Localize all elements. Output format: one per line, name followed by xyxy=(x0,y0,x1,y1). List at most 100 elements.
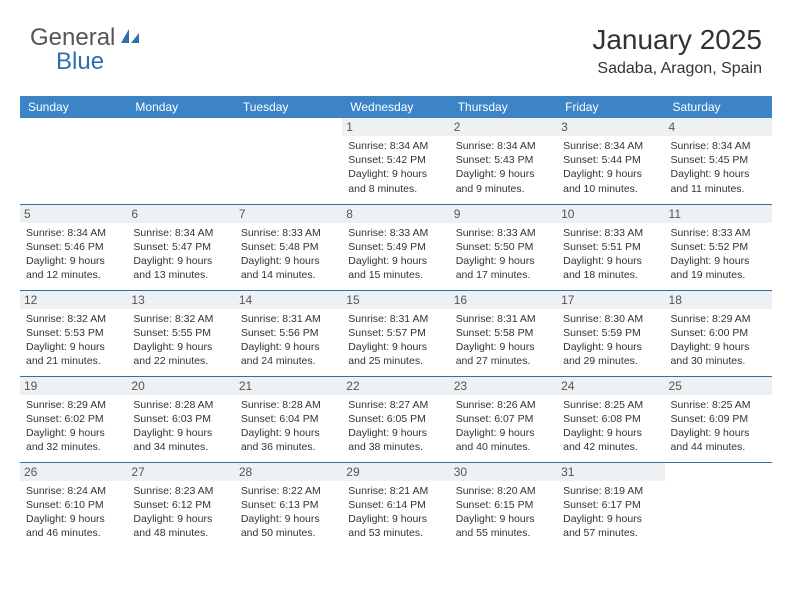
day-number: 31 xyxy=(557,463,664,481)
calendar-day-cell: 31 Sunrise: 8:19 AMSunset: 6:17 PMDayligh… xyxy=(557,462,664,548)
day-details: Sunrise: 8:28 AMSunset: 6:04 PMDaylight:… xyxy=(241,398,336,455)
calendar-day-cell: 8Sunrise: 8:33 AMSunset: 5:49 PMDaylight… xyxy=(342,204,449,290)
calendar-week-row: 1Sunrise: 8:34 AMSunset: 5:42 PMDaylight… xyxy=(20,118,772,204)
calendar-day-cell: 30 Sunrise: 8:20 AMSunset: 6:15 PMDayligh… xyxy=(450,462,557,548)
logo-sail-icon xyxy=(119,27,141,50)
month-title: January 2025 xyxy=(592,24,762,56)
day-number: 29 xyxy=(342,463,449,481)
calendar-week-row: 5 Sunrise: 8:34 AMSunset: 5:46 PMDaylight… xyxy=(20,204,772,290)
calendar-day-cell: 22 Sunrise: 8:27 AMSunset: 6:05 PMDayligh… xyxy=(342,376,449,462)
day-details: Sunrise: 8:34 AMSunset: 5:42 PMDaylight:… xyxy=(348,139,443,196)
calendar-header-cell: Tuesday xyxy=(235,96,342,118)
day-number: 23 xyxy=(450,377,557,395)
day-number: 11 xyxy=(665,205,772,223)
day-number: 5 xyxy=(20,205,127,223)
calendar-day-cell: 27 Sunrise: 8:23 AMSunset: 6:12 PMDayligh… xyxy=(127,462,234,548)
calendar-header-cell: Friday xyxy=(557,96,664,118)
day-details: Sunrise: 8:25 AMSunset: 6:08 PMDaylight:… xyxy=(563,398,658,455)
day-details: Sunrise: 8:19 AMSunset: 6:17 PMDaylight:… xyxy=(563,484,658,541)
day-details: Sunrise: 8:24 AMSunset: 6:10 PMDaylight:… xyxy=(26,484,121,541)
day-number: 21 xyxy=(235,377,342,395)
day-details: Sunrise: 8:33 AMSunset: 5:48 PMDaylight:… xyxy=(241,226,336,283)
calendar-day-cell: 15 Sunrise: 8:31 AMSunset: 5:57 PMDayligh… xyxy=(342,290,449,376)
logo: General Blue xyxy=(30,24,143,52)
calendar-header-cell: Sunday xyxy=(20,96,127,118)
calendar-day-cell: 17Sunrise: 8:30 AMSunset: 5:59 PMDayligh… xyxy=(557,290,664,376)
day-details: Sunrise: 8:22 AMSunset: 6:13 PMDaylight:… xyxy=(241,484,336,541)
day-number: 20 xyxy=(127,377,234,395)
calendar-day-cell: 19 Sunrise: 8:29 AMSunset: 6:02 PMDayligh… xyxy=(20,376,127,462)
day-details: Sunrise: 8:34 AMSunset: 5:47 PMDaylight:… xyxy=(133,226,228,283)
calendar-header-row: SundayMondayTuesdayWednesdayThursdayFrid… xyxy=(20,96,772,118)
calendar-week-row: 26Sunrise: 8:24 AMSunset: 6:10 PMDayligh… xyxy=(20,462,772,548)
calendar-day-cell: 11 Sunrise: 8:33 AMSunset: 5:52 PMDayligh… xyxy=(665,204,772,290)
calendar-day-cell xyxy=(665,462,772,548)
day-number: 27 xyxy=(127,463,234,481)
day-details: Sunrise: 8:21 AMSunset: 6:14 PMDaylight:… xyxy=(348,484,443,541)
calendar-day-cell: 7 Sunrise: 8:33 AMSunset: 5:48 PMDaylight… xyxy=(235,204,342,290)
calendar-body: 1Sunrise: 8:34 AMSunset: 5:42 PMDaylight… xyxy=(20,118,772,548)
day-number: 18 xyxy=(665,291,772,309)
calendar-day-cell: 12Sunrise: 8:32 AMSunset: 5:53 PMDayligh… xyxy=(20,290,127,376)
day-details: Sunrise: 8:25 AMSunset: 6:09 PMDaylight:… xyxy=(671,398,766,455)
day-number: 7 xyxy=(235,205,342,223)
day-details: Sunrise: 8:31 AMSunset: 5:58 PMDaylight:… xyxy=(456,312,551,369)
day-number: 9 xyxy=(450,205,557,223)
day-number: 3 xyxy=(557,118,664,136)
calendar-day-cell: 28 Sunrise: 8:22 AMSunset: 6:13 PMDayligh… xyxy=(235,462,342,548)
day-details: Sunrise: 8:33 AMSunset: 5:50 PMDaylight:… xyxy=(456,226,551,283)
day-number: 24 xyxy=(557,377,664,395)
day-details: Sunrise: 8:31 AMSunset: 5:56 PMDaylight:… xyxy=(241,312,336,369)
calendar-day-cell: 4 Sunrise: 8:34 AMSunset: 5:45 PMDaylight… xyxy=(665,118,772,204)
day-number: 25 xyxy=(665,377,772,395)
day-number: 14 xyxy=(235,291,342,309)
day-number: 19 xyxy=(20,377,127,395)
day-number: 4 xyxy=(665,118,772,136)
day-number: 2 xyxy=(450,118,557,136)
calendar-day-cell: 13 Sunrise: 8:32 AMSunset: 5:55 PMDayligh… xyxy=(127,290,234,376)
calendar-week-row: 19 Sunrise: 8:29 AMSunset: 6:02 PMDayligh… xyxy=(20,376,772,462)
day-details: Sunrise: 8:34 AMSunset: 5:44 PMDaylight:… xyxy=(563,139,658,196)
logo-text-blue: Blue xyxy=(56,48,104,76)
day-number: 12 xyxy=(20,291,127,309)
calendar-day-cell xyxy=(235,118,342,204)
calendar-day-cell xyxy=(127,118,234,204)
day-details: Sunrise: 8:26 AMSunset: 6:07 PMDaylight:… xyxy=(456,398,551,455)
day-number: 15 xyxy=(342,291,449,309)
day-number: 16 xyxy=(450,291,557,309)
calendar-day-cell: 26Sunrise: 8:24 AMSunset: 6:10 PMDayligh… xyxy=(20,462,127,548)
day-details: Sunrise: 8:23 AMSunset: 6:12 PMDaylight:… xyxy=(133,484,228,541)
day-number: 6 xyxy=(127,205,234,223)
calendar-day-cell: 14 Sunrise: 8:31 AMSunset: 5:56 PMDayligh… xyxy=(235,290,342,376)
calendar-week-row: 12Sunrise: 8:32 AMSunset: 5:53 PMDayligh… xyxy=(20,290,772,376)
calendar-day-cell: 1Sunrise: 8:34 AMSunset: 5:42 PMDaylight… xyxy=(342,118,449,204)
day-details: Sunrise: 8:33 AMSunset: 5:52 PMDaylight:… xyxy=(671,226,766,283)
day-number: 28 xyxy=(235,463,342,481)
day-details: Sunrise: 8:20 AMSunset: 6:15 PMDaylight:… xyxy=(456,484,551,541)
page-header: General Blue January 2025 Sadaba, Aragon… xyxy=(0,0,792,88)
day-details: Sunrise: 8:34 AMSunset: 5:43 PMDaylight:… xyxy=(456,139,551,196)
calendar-day-cell: 3 Sunrise: 8:34 AMSunset: 5:44 PMDaylight… xyxy=(557,118,664,204)
calendar-day-cell: 20Sunrise: 8:28 AMSunset: 6:03 PMDayligh… xyxy=(127,376,234,462)
calendar-day-cell: 9 Sunrise: 8:33 AMSunset: 5:50 PMDaylight… xyxy=(450,204,557,290)
day-number: 8 xyxy=(342,205,449,223)
day-details: Sunrise: 8:27 AMSunset: 6:05 PMDaylight:… xyxy=(348,398,443,455)
calendar-table: SundayMondayTuesdayWednesdayThursdayFrid… xyxy=(20,96,772,548)
day-number: 22 xyxy=(342,377,449,395)
day-number: 30 xyxy=(450,463,557,481)
calendar-day-cell: 24 Sunrise: 8:25 AMSunset: 6:08 PMDayligh… xyxy=(557,376,664,462)
calendar-day-cell: 6 Sunrise: 8:34 AMSunset: 5:47 PMDaylight… xyxy=(127,204,234,290)
calendar-header-cell: Wednesday xyxy=(342,96,449,118)
calendar-header-cell: Saturday xyxy=(665,96,772,118)
calendar-day-cell: 25 Sunrise: 8:25 AMSunset: 6:09 PMDayligh… xyxy=(665,376,772,462)
calendar-day-cell: 29 Sunrise: 8:21 AMSunset: 6:14 PMDayligh… xyxy=(342,462,449,548)
title-block: January 2025 Sadaba, Aragon, Spain xyxy=(592,24,762,78)
calendar-day-cell: 2 Sunrise: 8:34 AMSunset: 5:43 PMDaylight… xyxy=(450,118,557,204)
day-number: 13 xyxy=(127,291,234,309)
day-details: Sunrise: 8:31 AMSunset: 5:57 PMDaylight:… xyxy=(348,312,443,369)
calendar-day-cell: 5 Sunrise: 8:34 AMSunset: 5:46 PMDaylight… xyxy=(20,204,127,290)
day-details: Sunrise: 8:34 AMSunset: 5:46 PMDaylight:… xyxy=(26,226,121,283)
day-details: Sunrise: 8:34 AMSunset: 5:45 PMDaylight:… xyxy=(671,139,766,196)
day-details: Sunrise: 8:29 AMSunset: 6:02 PMDaylight:… xyxy=(26,398,121,455)
day-details: Sunrise: 8:32 AMSunset: 5:55 PMDaylight:… xyxy=(133,312,228,369)
